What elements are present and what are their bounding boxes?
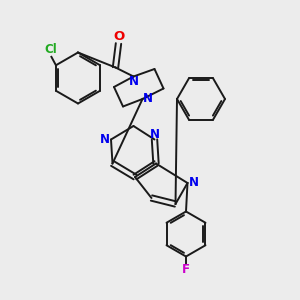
Text: N: N	[189, 176, 199, 190]
Text: F: F	[182, 262, 190, 276]
Text: Cl: Cl	[44, 43, 57, 56]
Text: N: N	[143, 92, 153, 106]
Text: N: N	[128, 75, 139, 88]
Text: N: N	[99, 133, 110, 146]
Text: N: N	[149, 128, 160, 141]
Text: O: O	[113, 30, 124, 44]
